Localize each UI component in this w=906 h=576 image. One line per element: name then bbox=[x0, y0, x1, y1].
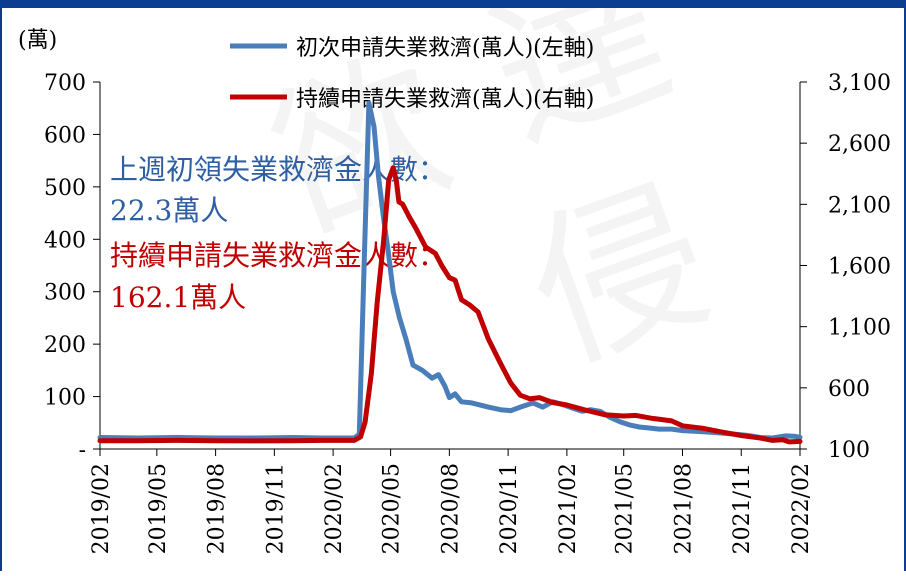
right-tick-label: 600 bbox=[828, 377, 870, 402]
left-border-bar bbox=[0, 0, 2, 571]
series-line-continuing-claims bbox=[97, 165, 803, 445]
x-tick-label: 2019/05 bbox=[146, 463, 171, 554]
right-border-bar bbox=[904, 0, 906, 571]
x-tick-label: 2020/05 bbox=[380, 463, 405, 554]
x-tick-label: 2021/02 bbox=[556, 463, 581, 554]
annotation-initial-claims-value: 22.3萬人 bbox=[110, 194, 228, 227]
series-layer bbox=[97, 100, 803, 445]
series-line-initial-claims bbox=[97, 100, 803, 441]
x-tick-label: 2021/11 bbox=[730, 463, 755, 554]
x-tick-label: 2020/11 bbox=[497, 463, 522, 554]
y-unit-label: (萬) bbox=[18, 28, 57, 53]
left-tick-label: 600 bbox=[44, 123, 86, 148]
left-tick-label: 700 bbox=[44, 71, 86, 96]
right-axis-ticks: 100 600 1,100 1,600 2,100 2,600 3,100 bbox=[800, 71, 891, 463]
legend: 初次申請失業救濟(萬人)(左軸) 持續申請失業救濟(萬人)(右軸) bbox=[230, 36, 594, 112]
x-tick-label: 2020/02 bbox=[322, 463, 347, 554]
svg-text:侵: 侵 bbox=[506, 154, 733, 398]
left-tick-label: 400 bbox=[44, 228, 86, 253]
left-tick-label: 100 bbox=[44, 386, 86, 411]
top-border-bar bbox=[0, 0, 906, 8]
right-tick-label: 2,100 bbox=[828, 193, 891, 218]
left-tick-label: 200 bbox=[44, 333, 86, 358]
left-tick-label: 300 bbox=[44, 281, 86, 306]
right-tick-label: 1,100 bbox=[828, 316, 891, 341]
x-axis-ticks: 2019/02 2019/05 2019/08 2019/11 2020/02 2020/… bbox=[89, 449, 814, 554]
x-tick-label: 2019/08 bbox=[205, 463, 230, 554]
left-axis-ticks: - 100 200 300 400 500 600 700 bbox=[44, 71, 100, 463]
annotation-continuing-claims-value: 162.1萬人 bbox=[110, 281, 246, 314]
x-tick-label: 2019/11 bbox=[263, 463, 288, 554]
left-tick-label: - bbox=[79, 438, 86, 463]
legend-label-continuing-claims: 持續申請失業救濟(萬人)(右軸) bbox=[296, 87, 594, 112]
x-tick-label: 2021/05 bbox=[613, 463, 638, 554]
right-tick-label: 1,600 bbox=[828, 255, 891, 280]
left-tick-label: 500 bbox=[44, 176, 86, 201]
x-tick-label: 2022/02 bbox=[789, 463, 814, 554]
right-tick-label: 2,600 bbox=[828, 132, 891, 157]
legend-label-initial-claims: 初次申請失業救濟(萬人)(左軸) bbox=[296, 36, 594, 61]
x-tick-label: 2019/02 bbox=[89, 463, 114, 554]
right-tick-label: 3,100 bbox=[828, 71, 891, 96]
right-tick-label: 100 bbox=[828, 438, 870, 463]
x-tick-label: 2020/08 bbox=[438, 463, 463, 554]
x-tick-label: 2021/08 bbox=[671, 463, 696, 554]
annotation-continuing-claims-title: 持續申請失業救濟金人數： bbox=[110, 239, 446, 272]
